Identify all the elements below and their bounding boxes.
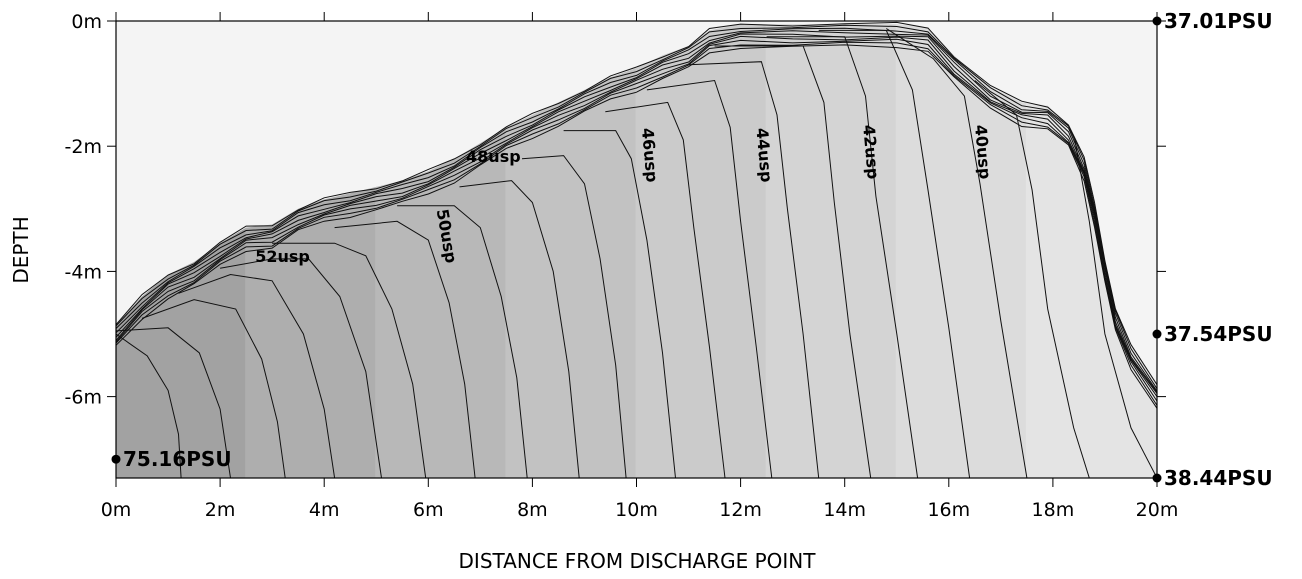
- contour-label: 40usp: [971, 124, 995, 180]
- salinity-point-label: 38.44PSU: [1164, 466, 1273, 490]
- isoline: [886, 28, 1028, 478]
- isoline: [220, 258, 382, 478]
- salinity-point-label: 37.54PSU: [1164, 322, 1273, 346]
- isoline: [974, 80, 1090, 478]
- edge-contour: [116, 21, 1157, 385]
- edge-contour: [116, 44, 1157, 409]
- isoline: [116, 333, 182, 478]
- salinity-point-label: 37.01PSU: [1164, 9, 1273, 33]
- isoline: [334, 220, 476, 478]
- salinity-point-marker: [1152, 16, 1162, 26]
- isoline: [818, 29, 971, 478]
- isoline: [397, 205, 528, 478]
- x-tick-label: 20m: [1136, 499, 1179, 521]
- edge-contour: [116, 33, 1157, 394]
- isoline: [646, 79, 773, 478]
- y-axis-title: DEPTH: [9, 216, 33, 283]
- isoline: [766, 36, 919, 478]
- contour-label: 48usp: [466, 147, 521, 166]
- x-axis-title: DISTANCE FROM DISCHARGE POINT: [459, 549, 817, 573]
- isolines: [116, 28, 1157, 478]
- contour-label: 44usp: [752, 127, 776, 183]
- y-tick-label: 0m: [71, 11, 102, 33]
- isoline: [714, 45, 872, 478]
- y-tick-label: -6m: [65, 387, 102, 409]
- x-tick-label: 18m: [1032, 499, 1075, 521]
- isoline: [521, 155, 627, 478]
- isoline: [605, 101, 726, 478]
- contour-label: 42usp: [859, 124, 883, 180]
- contour-label: 46usp: [638, 127, 662, 183]
- isoline: [272, 242, 427, 478]
- x-tick-label: 2m: [205, 499, 236, 521]
- salinity-point-marker: [111, 454, 121, 464]
- shading-band: [765, 24, 898, 478]
- edge-contour: [116, 27, 1157, 392]
- edge-contour: [116, 30, 1157, 393]
- x-tick-label: 12m: [719, 499, 762, 521]
- isoline: [178, 273, 336, 478]
- shading-band: [635, 24, 768, 478]
- x-tick-label: 8m: [517, 499, 548, 521]
- y-tick-label: -4m: [65, 261, 102, 283]
- x-tick-label: 6m: [413, 499, 444, 521]
- x-tick-label: 14m: [823, 499, 866, 521]
- shading-band: [895, 24, 1028, 478]
- isoline: [1073, 133, 1157, 478]
- salinity-point-marker: [1152, 329, 1162, 339]
- salinity-point-label: 75.16PSU: [123, 447, 232, 471]
- x-tick-label: 4m: [309, 499, 340, 521]
- isoline: [116, 327, 231, 478]
- plume-edge-lines: [116, 21, 1157, 409]
- edge-contour: [116, 35, 1157, 397]
- isoline: [688, 61, 820, 478]
- contour-label: 52usp: [255, 247, 310, 266]
- edge-contour: [116, 24, 1157, 389]
- x-tick-label: 16m: [927, 499, 970, 521]
- isoline: [459, 180, 580, 478]
- edge-contour: [116, 38, 1157, 402]
- axes: 0m 2m 4m 6m 8m 10m 12m 14m 16m 18m 20m 0m -2m -4m -6m 3…: [65, 9, 1273, 521]
- isoline: [141, 299, 286, 478]
- salinity-point-marker: [1152, 473, 1162, 483]
- edge-contour: [116, 41, 1157, 406]
- x-tick-label: 0m: [101, 499, 132, 521]
- x-tick-label: 10m: [615, 499, 658, 521]
- y-tick-label: -2m: [65, 136, 102, 158]
- isoline: [563, 130, 676, 478]
